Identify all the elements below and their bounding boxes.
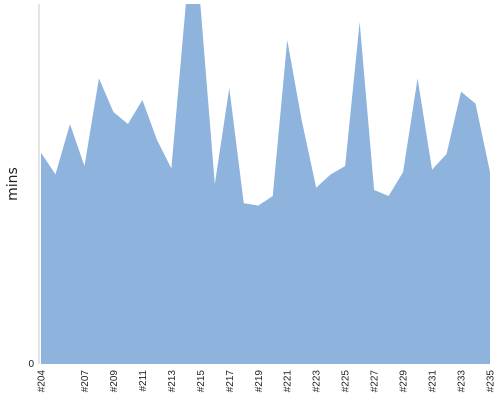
y-axis-ticks: 0 <box>28 359 34 370</box>
plot-area <box>41 4 490 364</box>
x-tick-label: #221 <box>283 370 294 393</box>
x-tick-label: #229 <box>399 370 410 393</box>
x-tick-label: #227 <box>370 370 381 393</box>
x-tick-label: #207 <box>80 370 91 393</box>
x-tick-label: #209 <box>109 370 120 393</box>
y-tick-label: 0 <box>28 359 34 370</box>
x-tick-label: #204 <box>37 370 48 393</box>
x-tick-label: #223 <box>312 370 323 393</box>
y-axis-title: mins <box>5 167 21 201</box>
series-area <box>41 4 490 364</box>
x-tick-label: #215 <box>196 370 207 393</box>
x-tick-label: #235 <box>486 370 497 393</box>
x-tick-label: #217 <box>225 370 236 393</box>
x-tick-label: #233 <box>457 370 468 393</box>
x-axis-ticks: #204 #207 #209 #211 #213 #215 #217 #219 #221 #223… <box>37 370 497 393</box>
x-tick-label: #213 <box>167 370 178 393</box>
x-tick-label: #225 <box>341 370 352 393</box>
x-tick-label: #211 <box>138 370 149 392</box>
x-tick-label: #219 <box>254 370 265 393</box>
x-tick-label: #231 <box>428 370 439 393</box>
